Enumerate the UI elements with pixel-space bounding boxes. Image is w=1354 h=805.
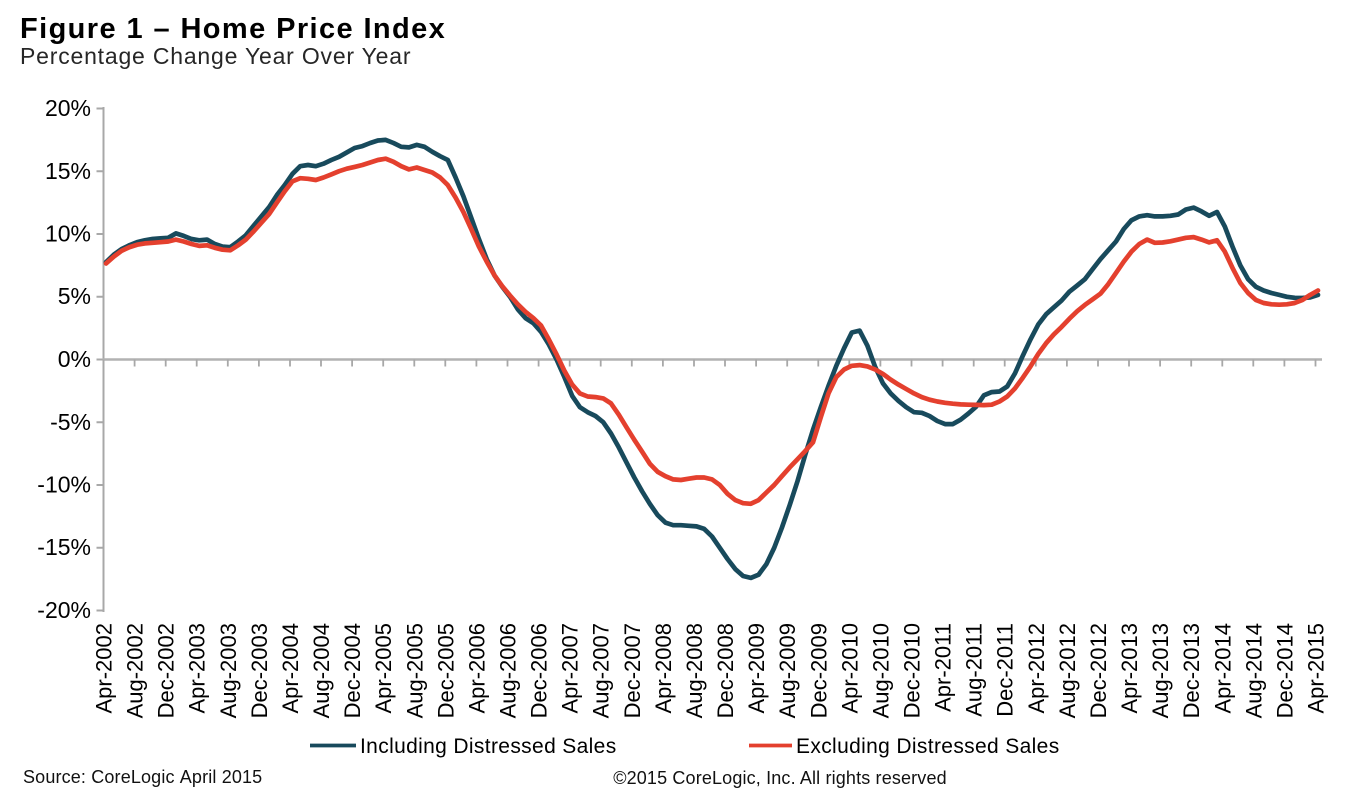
svg-text:Dec-2011: Dec-2011	[993, 623, 1018, 717]
svg-text:Aug-2014: Aug-2014	[1241, 623, 1266, 718]
svg-text:Apr-2011: Apr-2011	[931, 623, 956, 712]
svg-text:Dec-2007: Dec-2007	[620, 623, 645, 718]
svg-text:Aug-2013: Aug-2013	[1148, 623, 1173, 718]
svg-text:Apr-2012: Apr-2012	[1024, 623, 1049, 714]
svg-text:15%: 15%	[45, 158, 91, 184]
svg-text:Aug-2003: Aug-2003	[216, 623, 241, 718]
svg-text:Dec-2008: Dec-2008	[713, 623, 738, 718]
svg-text:-5%: -5%	[50, 409, 91, 435]
svg-text:-15%: -15%	[37, 534, 91, 560]
svg-text:Apr-2008: Apr-2008	[651, 623, 676, 714]
svg-text:Dec-2009: Dec-2009	[806, 623, 831, 718]
svg-text:-20%: -20%	[37, 597, 91, 623]
svg-text:Aug-2004: Aug-2004	[309, 623, 334, 718]
svg-text:-10%: -10%	[37, 472, 91, 498]
svg-text:Aug-2009: Aug-2009	[775, 623, 800, 718]
svg-text:Figure 1 – Home Price Index: Figure 1 – Home Price Index	[20, 13, 446, 45]
svg-text:Dec-2004: Dec-2004	[340, 623, 365, 718]
svg-text:Aug-2002: Aug-2002	[123, 623, 148, 718]
svg-text:Apr-2014: Apr-2014	[1210, 623, 1235, 714]
svg-text:10%: 10%	[45, 221, 91, 247]
svg-text:Dec-2002: Dec-2002	[154, 623, 179, 718]
svg-text:Aug-2011: Aug-2011	[962, 623, 987, 717]
svg-text:0%: 0%	[58, 346, 91, 372]
svg-text:Source: CoreLogic April 2015: Source: CoreLogic April 2015	[23, 767, 262, 787]
svg-text:5%: 5%	[58, 283, 91, 309]
svg-text:Aug-2005: Aug-2005	[402, 623, 427, 718]
svg-text:Apr-2005: Apr-2005	[371, 623, 396, 714]
svg-text:Aug-2010: Aug-2010	[868, 623, 893, 718]
svg-text:20%: 20%	[45, 95, 91, 121]
svg-text:Dec-2010: Dec-2010	[900, 623, 925, 718]
svg-text:Dec-2013: Dec-2013	[1179, 623, 1204, 718]
svg-text:Dec-2014: Dec-2014	[1272, 623, 1297, 718]
svg-text:Dec-2006: Dec-2006	[527, 623, 552, 718]
svg-text:Apr-2006: Apr-2006	[464, 623, 489, 714]
svg-text:Aug-2006: Aug-2006	[496, 623, 521, 718]
svg-text:Dec-2003: Dec-2003	[247, 623, 272, 718]
svg-text:Apr-2002: Apr-2002	[92, 623, 117, 714]
svg-text:Percentage Change Year Over Ye: Percentage Change Year Over Year	[20, 43, 411, 69]
svg-text:Aug-2007: Aug-2007	[589, 623, 614, 718]
svg-text:Dec-2005: Dec-2005	[433, 623, 458, 718]
svg-text:Apr-2003: Apr-2003	[185, 623, 210, 714]
svg-text:Apr-2004: Apr-2004	[278, 623, 303, 714]
svg-text:Aug-2008: Aug-2008	[682, 623, 707, 718]
svg-text:Apr-2009: Apr-2009	[744, 623, 769, 714]
svg-text:Aug-2012: Aug-2012	[1055, 623, 1080, 718]
svg-text:Excluding Distressed Sales: Excluding Distressed Sales	[796, 735, 1060, 758]
svg-text:©2015 CoreLogic, Inc. All righ: ©2015 CoreLogic, Inc. All rights reserve…	[613, 768, 947, 788]
svg-text:Including Distressed Sales: Including Distressed Sales	[360, 735, 617, 758]
svg-text:Dec-2012: Dec-2012	[1086, 623, 1111, 718]
svg-text:Apr-2007: Apr-2007	[558, 623, 583, 714]
svg-text:Apr-2013: Apr-2013	[1117, 623, 1142, 714]
svg-text:Apr-2015: Apr-2015	[1304, 623, 1329, 714]
svg-text:Apr-2010: Apr-2010	[837, 623, 862, 714]
